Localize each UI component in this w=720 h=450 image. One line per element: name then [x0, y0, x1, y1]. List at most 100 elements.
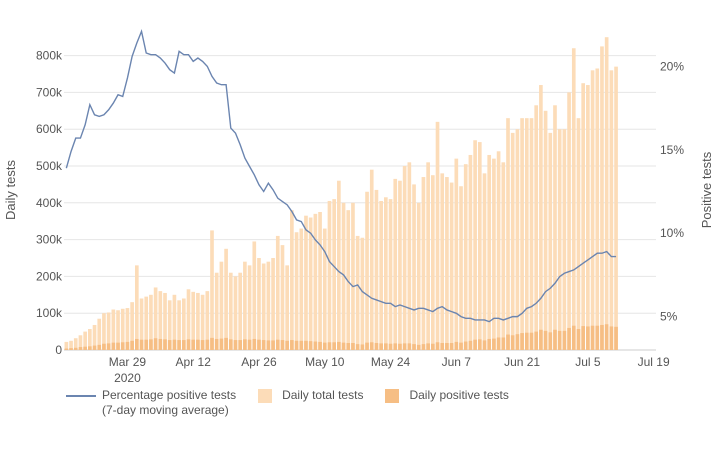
total-tests-bar — [83, 331, 87, 350]
total-tests-bar — [313, 213, 318, 350]
positive-tests-bars — [64, 324, 618, 350]
positive-tests-bar — [327, 342, 332, 350]
total-tests-bar — [130, 302, 134, 350]
positive-tests-bar — [459, 342, 463, 350]
positive-tests-bar — [426, 343, 430, 350]
positive-tests-bar — [88, 346, 92, 350]
positive-tests-bar — [435, 342, 440, 350]
positive-tests-bar — [243, 339, 247, 350]
positive-tests-bar — [430, 343, 435, 350]
positive-tests-bar — [92, 345, 97, 350]
positive-tests-bar — [567, 327, 571, 350]
positive-tests-bar — [177, 340, 181, 350]
total-tests-bar — [369, 169, 374, 350]
positive-tests-bar — [337, 341, 341, 350]
positive-tests-bar — [520, 333, 524, 350]
legend-label: Percentage positive tests — [102, 388, 237, 402]
positive-tests-bar — [379, 343, 383, 350]
total-tests-bar — [520, 118, 524, 350]
total-tests-bar — [111, 309, 116, 350]
total-tests-bar — [360, 237, 365, 350]
positive-tests-bar — [341, 342, 346, 350]
left-tick-label: 800k — [36, 49, 63, 63]
total-tests-bar — [214, 272, 219, 350]
positive-tests-bar — [398, 343, 402, 350]
positive-tests-bar — [290, 340, 294, 350]
positive-tests-bar — [280, 340, 285, 350]
positive-tests-bar — [412, 344, 416, 350]
left-tick-label: 0 — [55, 343, 62, 357]
x-tick-label: Jul 19 — [638, 355, 670, 369]
total-tests-bar — [473, 140, 477, 350]
positive-tests-bar — [562, 330, 567, 350]
left-tick-label: 300k — [36, 233, 63, 247]
total-tests-bar — [116, 310, 120, 350]
left-axis-ticks: 0 100k 200k 300k 400k 500k 600k 700k 800k — [36, 49, 63, 357]
total-tests-bar — [430, 175, 435, 350]
positive-tests-bar — [191, 339, 196, 350]
x-tick-label: Jul 5 — [575, 355, 601, 369]
positive-tests-bar — [172, 339, 177, 350]
positive-tests-bar — [139, 339, 144, 350]
x-tick-label: May 10 — [305, 355, 345, 369]
legend-item-total-tests[interactable]: Daily total tests — [258, 388, 363, 403]
positive-tests-bar — [609, 326, 614, 350]
positive-tests-bar — [186, 339, 191, 350]
total-tests-bar — [153, 287, 158, 350]
positive-tests-bar — [416, 344, 421, 350]
total-tests-bar — [590, 70, 595, 350]
total-tests-bar — [78, 335, 83, 350]
total-tests-bar — [88, 329, 92, 350]
total-tests-bar — [435, 121, 440, 350]
total-tests-bar — [266, 261, 271, 350]
positive-tests-bar — [125, 341, 130, 350]
total-tests-bar — [167, 300, 172, 350]
total-tests-bar — [529, 118, 534, 350]
positive-tests-bar — [318, 341, 322, 350]
positive-tests-bar — [374, 343, 379, 350]
total-tests-bar — [600, 46, 604, 351]
positive-tests-bar — [64, 348, 69, 350]
positive-tests-bar — [134, 338, 139, 350]
legend: Percentage positive tests (7-day moving … — [66, 388, 531, 418]
positive-tests-bar — [614, 326, 618, 350]
total-tests-bar — [407, 162, 412, 350]
total-tests-bar — [149, 294, 153, 350]
positive-tests-bar — [581, 326, 586, 350]
total-tests-bar — [337, 180, 341, 350]
positive-tests-bar — [233, 340, 238, 350]
x-tick-label: Jun 21 — [504, 355, 540, 369]
positive-tests-bar — [369, 342, 374, 350]
total-tests-bar — [557, 129, 562, 350]
total-tests-bar — [224, 248, 228, 350]
total-tests-bar — [210, 230, 214, 350]
positive-tests-bar — [468, 340, 473, 350]
total-tests-bar — [177, 300, 181, 350]
legend-label: Daily total tests — [282, 388, 364, 402]
total-tests-bar — [482, 173, 487, 350]
total-tests-bar — [200, 294, 205, 350]
total-tests-bar — [454, 158, 459, 350]
positive-tests-bar — [97, 344, 102, 350]
total-tests-bar — [299, 228, 304, 350]
total-tests-bar — [73, 338, 78, 350]
x-tick-label: May 24 — [371, 355, 411, 369]
positive-tests-bar — [69, 348, 73, 350]
total-tests-bar — [318, 212, 322, 350]
total-tests-bar — [205, 291, 210, 350]
total-tests-bar — [355, 235, 360, 350]
positive-tests-bar — [449, 343, 454, 350]
positive-tests-bar — [271, 340, 275, 350]
positive-tests-bar — [571, 325, 576, 350]
legend-item-percent-positive[interactable]: Percentage positive tests (7-day moving … — [66, 388, 236, 418]
total-tests-bar — [609, 70, 614, 350]
positive-tests-bar — [120, 342, 125, 350]
positive-tests-bar — [308, 341, 313, 350]
legend-item-positive-tests[interactable]: Daily positive tests — [385, 388, 509, 403]
total-tests-bar — [144, 296, 149, 350]
left-tick-label: 500k — [36, 159, 63, 173]
total-tests-bar — [477, 142, 482, 350]
total-tests-bar — [384, 197, 388, 350]
total-tests-bar — [139, 298, 144, 350]
positive-tests-bar — [600, 324, 604, 350]
